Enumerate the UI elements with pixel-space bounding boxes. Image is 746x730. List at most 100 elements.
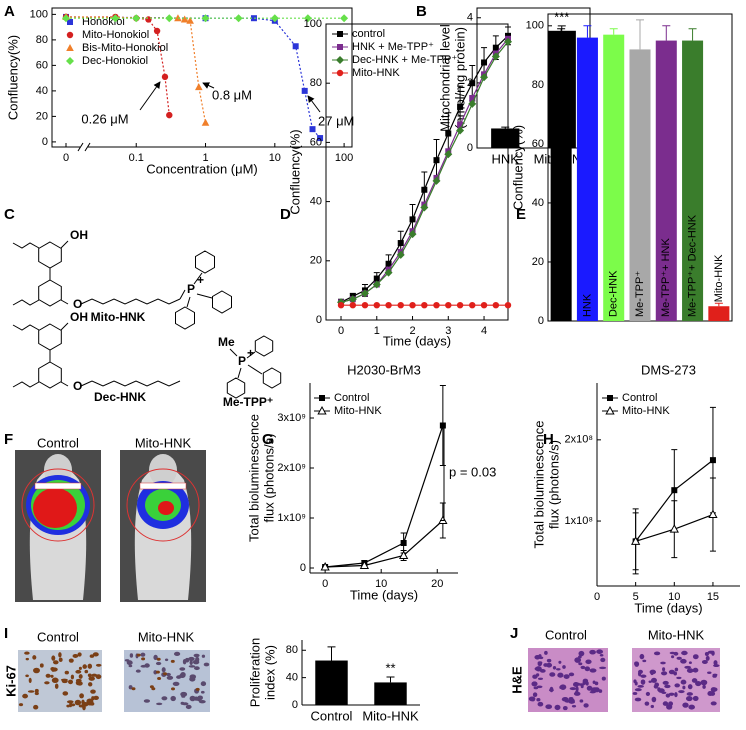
data-point <box>432 176 441 185</box>
data-point <box>340 14 349 23</box>
x-tick-label: 0 <box>322 578 328 590</box>
data-point <box>165 14 174 23</box>
cell-nucleus <box>90 689 96 694</box>
ring <box>212 290 232 314</box>
bond <box>60 240 69 249</box>
data-point <box>480 73 489 82</box>
cell-nucleus <box>650 704 654 709</box>
cell-nucleus <box>688 661 692 664</box>
roi-tag <box>139 482 187 490</box>
cell-nucleus <box>68 658 74 663</box>
cell-nucleus <box>151 687 156 691</box>
annotation-arrow <box>202 82 215 89</box>
error-bar <box>557 28 566 32</box>
x-axis-label: Time (days) <box>634 600 702 615</box>
cell-nucleus <box>577 683 585 686</box>
cell-nucleus <box>661 671 668 676</box>
cell-nucleus <box>62 691 69 696</box>
cell-nucleus <box>701 659 708 665</box>
cell-nucleus <box>126 660 133 666</box>
legend-label: Mito-HNK <box>352 67 400 79</box>
roi-circle <box>21 468 95 542</box>
data-point <box>132 14 141 23</box>
cell-nucleus <box>189 676 196 682</box>
cell-nucleus <box>156 702 163 706</box>
legend-label: HNK + Me-TPP⁺ <box>352 41 434 53</box>
data-point <box>397 302 404 309</box>
cell-nucleus <box>537 661 543 667</box>
cell-nucleus <box>77 652 82 657</box>
legend-marker <box>66 31 74 39</box>
data-point <box>385 260 392 267</box>
y-tick-label: 0 <box>467 142 473 154</box>
y-tick-label: 80 <box>532 79 544 91</box>
atom-label: + <box>197 273 204 287</box>
y-axis-label: Mitochondrial level <box>437 24 452 132</box>
cell-nucleus <box>545 704 553 710</box>
cell-nucleus <box>660 661 666 665</box>
bar <box>491 128 520 148</box>
cell-nucleus <box>682 685 686 690</box>
y-tick-label: 60 <box>36 59 48 71</box>
panel-label: G <box>262 431 274 448</box>
cell-nucleus <box>662 680 669 685</box>
y-axis-label: Confluency(%) <box>287 129 302 214</box>
data-point <box>456 126 465 135</box>
x-tick-label: HNK <box>492 151 520 166</box>
cell-nucleus <box>185 704 192 710</box>
cell-nucleus <box>695 681 702 687</box>
data-point <box>201 118 210 126</box>
bond <box>196 293 213 299</box>
series-line <box>325 520 444 568</box>
structure-name: Mito-HNK <box>91 310 146 324</box>
cell-nucleus <box>589 690 596 694</box>
cell-nucleus <box>585 681 589 686</box>
atom-label: + <box>247 346 254 360</box>
error-bar <box>688 28 697 41</box>
cell-nucleus <box>531 681 538 687</box>
data-point <box>397 240 404 247</box>
legend-label: Mito-HNK <box>334 405 382 417</box>
cell-nucleus <box>79 693 84 699</box>
cell-nucleus <box>532 674 538 679</box>
cell-nucleus <box>93 695 99 701</box>
cell-nucleus <box>713 660 718 666</box>
cell-nucleus <box>692 654 699 660</box>
y-tick-label: 60 <box>310 136 322 148</box>
cell-nucleus <box>554 704 561 711</box>
cell-nucleus <box>28 677 32 684</box>
cell-nucleus <box>91 673 98 677</box>
data-point <box>409 302 416 309</box>
cell-nucleus <box>143 699 151 703</box>
error-bar <box>583 25 592 38</box>
bond <box>247 364 263 375</box>
cell-nucleus <box>70 674 75 680</box>
y-tick-label: 1x10⁹ <box>277 512 306 524</box>
signal-red <box>158 501 174 515</box>
cell-nucleus <box>87 682 93 687</box>
bond <box>193 272 203 285</box>
cell-nucleus <box>537 701 544 707</box>
cell-nucleus <box>33 667 40 674</box>
cell-nucleus <box>674 692 678 698</box>
data-point <box>250 15 257 22</box>
significance-label: *** <box>554 9 569 24</box>
bar <box>682 40 704 321</box>
bar-label: Me-TPP⁺ <box>634 271 646 317</box>
data-point <box>444 150 453 159</box>
y-axis-label: (nmol/mg protein) <box>452 27 467 129</box>
y-tick-label: 20 <box>36 110 48 122</box>
ring <box>175 306 195 330</box>
x-tick-label: 10 <box>668 591 680 603</box>
data-point <box>373 275 380 282</box>
y-axis-label: flux (photons/s) <box>546 440 561 529</box>
data-point <box>317 135 324 142</box>
cell-nucleus <box>599 653 604 657</box>
data-point <box>303 14 312 23</box>
cell-nucleus <box>668 692 675 696</box>
cell-nucleus <box>135 669 141 673</box>
image-label: Mito-HNK <box>135 435 192 450</box>
y-tick-label: 0 <box>42 136 48 148</box>
cell-nucleus <box>637 671 642 677</box>
cell-nucleus <box>562 665 566 669</box>
